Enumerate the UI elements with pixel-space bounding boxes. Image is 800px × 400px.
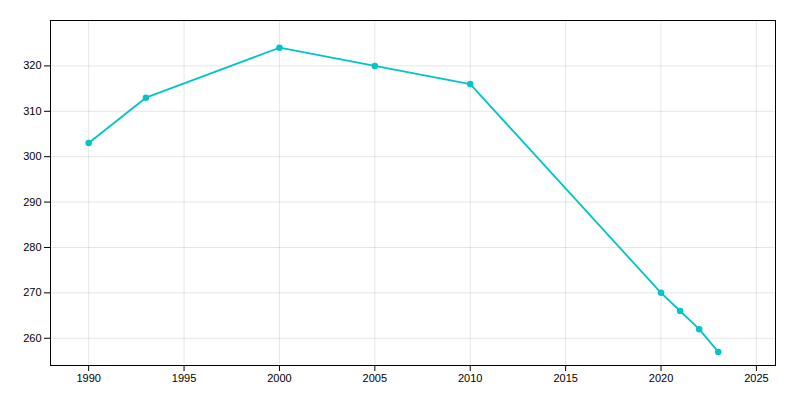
svg-text:1995: 1995 xyxy=(172,372,196,384)
svg-text:2025: 2025 xyxy=(744,372,768,384)
svg-text:2020: 2020 xyxy=(649,372,673,384)
svg-text:310: 310 xyxy=(23,105,41,117)
svg-text:2010: 2010 xyxy=(458,372,482,384)
svg-text:260: 260 xyxy=(23,332,41,344)
svg-text:2015: 2015 xyxy=(553,372,577,384)
svg-text:270: 270 xyxy=(23,286,41,298)
svg-text:280: 280 xyxy=(23,241,41,253)
svg-text:300: 300 xyxy=(23,150,41,162)
svg-text:2000: 2000 xyxy=(267,372,291,384)
svg-text:2005: 2005 xyxy=(363,372,387,384)
svg-text:320: 320 xyxy=(23,59,41,71)
svg-text:290: 290 xyxy=(23,196,41,208)
svg-text:1990: 1990 xyxy=(76,372,100,384)
